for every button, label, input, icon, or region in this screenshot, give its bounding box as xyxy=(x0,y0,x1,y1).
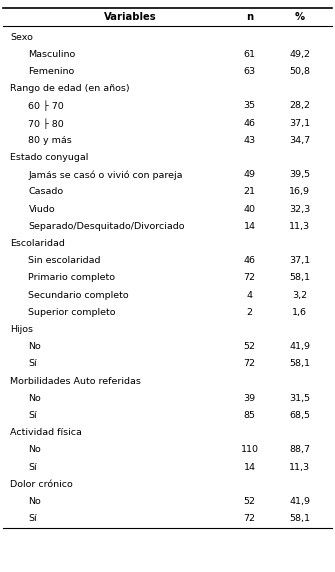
Text: 31,5: 31,5 xyxy=(289,394,311,403)
Text: 37,1: 37,1 xyxy=(289,256,311,265)
Text: Sexo: Sexo xyxy=(10,33,33,42)
Text: 85: 85 xyxy=(244,411,256,420)
Text: 72: 72 xyxy=(244,359,256,368)
Text: 46: 46 xyxy=(244,256,256,265)
Text: 11,3: 11,3 xyxy=(289,222,311,231)
Text: 41,9: 41,9 xyxy=(289,497,310,506)
Text: 60 ├ 70: 60 ├ 70 xyxy=(28,101,64,112)
Text: Sí: Sí xyxy=(28,359,37,368)
Text: 72: 72 xyxy=(244,273,256,283)
Text: 58,1: 58,1 xyxy=(289,273,310,283)
Text: Morbilidades Auto referidas: Morbilidades Auto referidas xyxy=(10,377,141,386)
Text: 80 y más: 80 y más xyxy=(28,136,72,145)
Text: 4: 4 xyxy=(247,291,253,300)
Text: 32,3: 32,3 xyxy=(289,205,311,214)
Text: Viudo: Viudo xyxy=(28,205,55,214)
Text: No: No xyxy=(28,446,41,455)
Text: 35: 35 xyxy=(244,101,256,110)
Text: %: % xyxy=(295,12,305,22)
Text: 37,1: 37,1 xyxy=(289,118,311,128)
Text: 28,2: 28,2 xyxy=(289,101,310,110)
Text: 11,3: 11,3 xyxy=(289,463,311,472)
Text: 49: 49 xyxy=(244,170,256,179)
Text: 110: 110 xyxy=(241,446,259,455)
Text: Jamás se casó o vivió con pareja: Jamás se casó o vivió con pareja xyxy=(28,170,183,180)
Text: 88,7: 88,7 xyxy=(289,446,310,455)
Text: 34,7: 34,7 xyxy=(289,136,311,145)
Text: n: n xyxy=(246,12,253,22)
Text: No: No xyxy=(28,342,41,351)
Text: 14: 14 xyxy=(244,463,256,472)
Text: Sí: Sí xyxy=(28,411,37,420)
Text: 61: 61 xyxy=(244,50,256,59)
Text: 58,1: 58,1 xyxy=(289,359,310,368)
Text: 70 ├ 80: 70 ├ 80 xyxy=(28,118,64,129)
Text: Primario completo: Primario completo xyxy=(28,273,116,283)
Text: Sí: Sí xyxy=(28,463,37,472)
Text: 40: 40 xyxy=(244,205,256,214)
Text: Superior completo: Superior completo xyxy=(28,308,116,317)
Text: Sin escolaridad: Sin escolaridad xyxy=(28,256,101,265)
Text: Masculino: Masculino xyxy=(28,50,76,59)
Text: 52: 52 xyxy=(244,342,256,351)
Text: 68,5: 68,5 xyxy=(289,411,310,420)
Text: No: No xyxy=(28,394,41,403)
Text: Femenino: Femenino xyxy=(28,67,75,76)
Text: 1,6: 1,6 xyxy=(292,308,307,317)
Text: Escolaridad: Escolaridad xyxy=(10,239,65,248)
Text: 49,2: 49,2 xyxy=(289,50,310,59)
Text: 63: 63 xyxy=(244,67,256,76)
Text: Dolor crónico: Dolor crónico xyxy=(10,480,73,489)
Text: Secundario completo: Secundario completo xyxy=(28,291,129,300)
Text: Actividad física: Actividad física xyxy=(10,428,82,437)
Text: Casado: Casado xyxy=(28,188,64,196)
Text: 52: 52 xyxy=(244,497,256,506)
Text: Separado/Desquitado/Divorciado: Separado/Desquitado/Divorciado xyxy=(28,222,185,231)
Text: 14: 14 xyxy=(244,222,256,231)
Text: 72: 72 xyxy=(244,514,256,523)
Text: 2: 2 xyxy=(247,308,253,317)
Text: Hijos: Hijos xyxy=(10,325,33,334)
Text: No: No xyxy=(28,497,41,506)
Text: 43: 43 xyxy=(244,136,256,145)
Text: 39,5: 39,5 xyxy=(289,170,311,179)
Text: Rango de edad (en años): Rango de edad (en años) xyxy=(10,84,130,93)
Text: 39: 39 xyxy=(244,394,256,403)
Text: 3,2: 3,2 xyxy=(292,291,308,300)
Text: Sí: Sí xyxy=(28,514,37,523)
Text: Variables: Variables xyxy=(104,12,156,22)
Text: 16,9: 16,9 xyxy=(289,188,310,196)
Text: 46: 46 xyxy=(244,118,256,128)
Text: 41,9: 41,9 xyxy=(289,342,310,351)
Text: 50,8: 50,8 xyxy=(289,67,310,76)
Text: 58,1: 58,1 xyxy=(289,514,310,523)
Text: 21: 21 xyxy=(244,188,256,196)
Text: Estado conyugal: Estado conyugal xyxy=(10,153,88,162)
